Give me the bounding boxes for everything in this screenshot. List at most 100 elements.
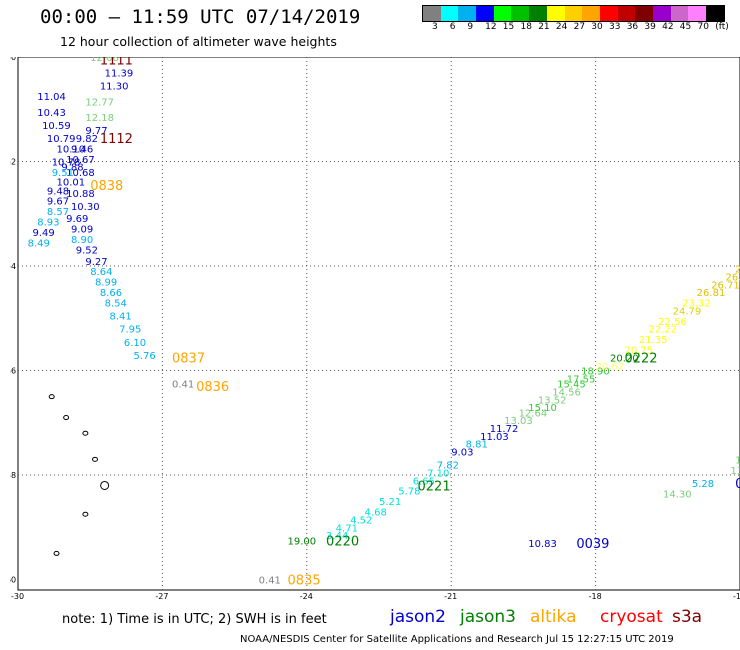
colorbar-tick-label: 33 [609, 22, 621, 32]
swh-value-label: 4.68 [365, 508, 387, 519]
latitude-label: -52 [10, 158, 16, 167]
swh-value-label: 9.27 [85, 257, 107, 268]
map-title: 00:00 – 11:59 UTC 07/14/2019 [40, 6, 361, 28]
swh-value-label: 20.62 [596, 361, 625, 372]
swh-value-label: 8.90 [71, 235, 93, 246]
island-outline [100, 480, 110, 490]
swh-value-label: 26.5 [726, 272, 740, 283]
swh-value-label: 8.57 [47, 207, 69, 218]
pass-time-label: 0221 [418, 479, 451, 494]
swh-value-label: 8.66 [100, 288, 122, 299]
swh-value-label: 8.49 [28, 239, 50, 250]
swh-value-label: 10.83 [528, 539, 557, 550]
swh-value-label: 24.79 [673, 306, 702, 317]
swh-value-label: 26.71 [711, 280, 740, 291]
longitude-label: -30 [11, 592, 24, 600]
swh-value-label: 10.78 [52, 158, 81, 169]
swh-value-label: 23.32 [682, 299, 711, 310]
swh-value-label: 3.44 [326, 531, 348, 542]
colorbar-swatch [652, 6, 671, 21]
swh-value-label: 26.81 [697, 288, 726, 299]
swh-value-label: 10.43 [37, 108, 66, 119]
colorbar-tick-label: 42 [662, 22, 674, 32]
swh-value-label: 18.90 [581, 367, 610, 378]
wave-height-map: -50 -52 -54 -56 -58 -60 -30 -27 -24 -21 -18 -15 12.6… [10, 57, 740, 600]
longitude-label: -24 [300, 592, 313, 600]
pass-time-label: 0837 [172, 351, 205, 366]
swh-value-label: 9.09 [71, 224, 93, 235]
swh-value-label: 7.95 [119, 325, 141, 336]
colorbar-tick-label: 39 [644, 22, 656, 32]
swh-value-label: 12.18 [85, 113, 114, 124]
longitude-label: -18 [589, 592, 602, 600]
swh-value-label: 6.10 [124, 338, 146, 349]
swh-value-label: 13.74 [730, 466, 740, 477]
swh-value-label: 0.41 [172, 380, 194, 391]
wave-height-colorbar [422, 5, 725, 22]
longitude-label: -15 [733, 592, 740, 600]
swh-value-label: 12.68 [90, 57, 119, 64]
latitude-label: -54 [10, 262, 16, 271]
swh-value-label: 9.51 [52, 168, 74, 179]
latitude-label: -58 [10, 471, 16, 480]
swh-value-label: 8.41 [109, 312, 131, 323]
island-outline [48, 394, 55, 400]
colorbar-swatch [493, 6, 512, 21]
colorbar-swatch [635, 6, 653, 21]
colorbar-tick-label: 15 [502, 22, 515, 32]
swh-value-label: 5.21 [379, 497, 401, 508]
swh-value-label: 28 [735, 265, 740, 276]
pass-time-label: 0838 [90, 179, 123, 194]
colorbar-tick-label: 6 [449, 22, 456, 32]
swh-value-label: 10.01 [57, 177, 86, 188]
colorbar-swatch [511, 6, 530, 21]
swh-value-label: 13.03 [504, 416, 533, 427]
pass-time-label: 004 [735, 477, 740, 492]
swh-value-label: 8.99 [95, 278, 117, 289]
colorbar-tick-label: (ft) [715, 22, 729, 32]
swh-value-label: 14.56 [552, 387, 581, 398]
swh-value-label: 4.52 [350, 515, 372, 526]
pass-time-label: 0220 [326, 534, 359, 549]
swh-value-label: 8.93 [37, 218, 59, 229]
island-outline [63, 415, 70, 421]
colorbar-tick-labels: 3 6 9 12 15 18 21 24 27 30 33 36 39 42 45 70 (ft) [430, 22, 740, 34]
swh-value-label: 10.88 [66, 189, 95, 200]
colorbar-tick-label: 45 [679, 22, 692, 32]
swh-value-label: 14.30 [663, 489, 692, 500]
swh-value-label: 5.78 [398, 487, 420, 498]
swh-value-label: 9.77 [85, 126, 107, 137]
map-note: note: 1) Time is in UTC; 2) SWH is in fe… [62, 612, 327, 627]
colorbar-swatch [458, 6, 477, 21]
swh-value-label: 10.59 [42, 121, 71, 132]
legend-entry-altika: altika [530, 607, 577, 627]
colorbar-swatch [546, 6, 565, 21]
swh-value-label: 5.28 [692, 479, 714, 490]
legend-entry-jason3: jason3 [460, 607, 516, 627]
colorbar-tick-label: 21 [538, 22, 550, 32]
colorbar-tick-label: 27 [573, 22, 586, 32]
colorbar-tick-label: 9 [467, 22, 474, 32]
swh-value-label: 9.46 [71, 144, 93, 155]
longitude-label: -21 [444, 592, 457, 600]
pass-time-label: 0039 [576, 537, 609, 552]
legend-entry-jason2: jason2 [390, 607, 446, 627]
swh-value-label: 21.35 [639, 335, 668, 346]
colorbar-tick-label: 12 [485, 22, 497, 32]
colorbar-tick-label: 18 [520, 22, 532, 32]
colorbar-swatch [529, 6, 547, 21]
colorbar-swatch [440, 6, 459, 21]
swh-value-label: 14 [735, 455, 740, 466]
colorbar-swatch [688, 6, 706, 21]
swh-value-label: 9.82 [76, 134, 98, 145]
swh-value-label: 6.65 [413, 476, 435, 487]
swh-value-label: 17.55 [567, 374, 596, 385]
swh-value-label: 9.49 [32, 228, 54, 239]
swh-value-label: 11.03 [480, 432, 509, 443]
colorbar-swatch [564, 6, 583, 21]
colorbar-swatch [582, 6, 600, 21]
swh-value-label: 11.39 [105, 69, 134, 80]
colorbar-tick-label: 24 [555, 22, 568, 32]
colorbar-swatch [706, 6, 724, 21]
